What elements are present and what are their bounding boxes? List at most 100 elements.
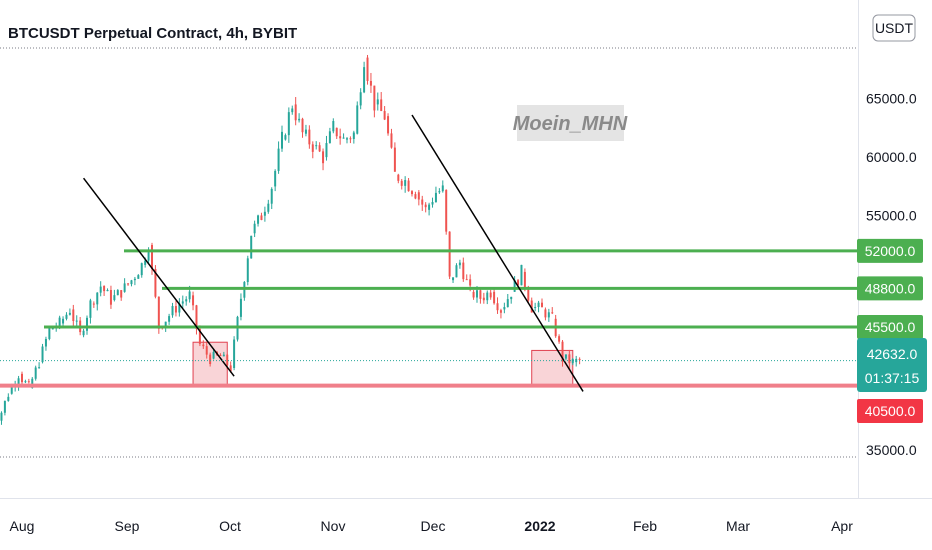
last-price-value: 42632.0 (867, 346, 918, 362)
level-badge-45500[interactable] (857, 314, 923, 339)
candle-body-90 (298, 118, 301, 121)
y-tick-label-0: 35000.0 (866, 442, 917, 458)
candle-body-135 (452, 277, 455, 281)
candle-body-128 (428, 204, 431, 210)
y-tick-label-1: 55000.0 (866, 208, 917, 224)
candle-body-151 (506, 299, 509, 308)
candle-body-35 (109, 289, 112, 305)
candle-body-46 (147, 252, 150, 261)
candle-body-144 (482, 297, 485, 301)
candle-body-122 (407, 180, 410, 192)
trendline-1[interactable] (82, 177, 235, 377)
candle-body-100 (332, 121, 335, 132)
candle-body-30 (92, 303, 95, 305)
candle-body-69 (226, 354, 229, 366)
candle-body-3 (0, 412, 3, 421)
candle-body-6 (10, 386, 13, 394)
candle-body-39 (123, 283, 126, 292)
candle-body-29 (89, 300, 92, 318)
candle-body-118 (393, 147, 396, 172)
candle-body-18 (51, 328, 54, 330)
candle-body-140 (469, 279, 472, 286)
candle-body-153 (513, 280, 516, 292)
candle-body-53 (171, 306, 174, 316)
x-tick-label-8: Apr (831, 518, 853, 534)
candle-body-169 (568, 354, 571, 364)
trendline-2[interactable] (411, 114, 584, 392)
candle-body-31 (96, 292, 99, 305)
candle-body-139 (465, 279, 468, 281)
candle-body-12 (31, 378, 34, 388)
candle-body-28 (85, 317, 88, 331)
candle-body-134 (448, 231, 451, 277)
candle-body-41 (130, 280, 133, 285)
candle-body-146 (489, 292, 492, 298)
candle-body-112 (373, 85, 376, 111)
candle-body-74 (243, 282, 246, 298)
candle-body-137 (458, 262, 461, 266)
candle-body-155 (520, 264, 523, 286)
x-tick-label-1: Sep (115, 518, 140, 534)
candle-body-131 (438, 191, 441, 193)
level-badge-52000[interactable] (857, 238, 923, 263)
candle-body-136 (455, 265, 458, 278)
candle-body-132 (441, 185, 444, 192)
candle-body-121 (404, 180, 407, 186)
candle-body-13 (34, 367, 37, 379)
candle-body-80 (263, 211, 266, 216)
candle-body-89 (294, 104, 297, 121)
candle-body-120 (400, 180, 403, 186)
candle-body-133 (445, 189, 448, 232)
candle-body-158 (530, 300, 533, 313)
currency-button-label[interactable]: USDT (875, 20, 914, 36)
last-price-badge[interactable] (857, 338, 927, 392)
candle-body-9 (21, 373, 23, 383)
candle-body-109 (363, 67, 366, 93)
candle-body-65 (212, 351, 215, 359)
candle-body-87 (287, 112, 290, 136)
level-badge-40500[interactable] (857, 399, 923, 423)
candle-body-55 (178, 303, 181, 313)
chart-title: BTCUSDT Perpetual Contract, 4h, BYBIT (8, 25, 297, 42)
candle-body-82 (270, 188, 273, 204)
candle-body-40 (127, 283, 130, 285)
candle-body-97 (322, 151, 325, 164)
candle-body-93 (308, 129, 311, 145)
level-badge-label-48800: 48800.0 (865, 280, 916, 296)
candle-body-145 (486, 292, 489, 301)
candle-body-47 (150, 244, 153, 269)
candle-body-76 (250, 235, 253, 259)
candle-body-51 (164, 321, 167, 329)
candle-body-167 (561, 341, 564, 362)
candle-body-38 (120, 290, 123, 298)
level-badge-label-52000: 52000.0 (865, 243, 916, 259)
candle-body-114 (380, 99, 383, 111)
level-badge-label-40500: 40500.0 (865, 403, 916, 419)
candle-body-161 (540, 302, 543, 308)
candle-body-150 (503, 307, 506, 310)
x-tick-label-0: Aug (10, 518, 35, 534)
candle-body-123 (410, 191, 413, 195)
candle-body-15 (41, 346, 44, 363)
candle-body-170 (571, 359, 574, 364)
currency-button-bg[interactable] (872, 14, 916, 42)
candle-body-130 (434, 192, 437, 203)
candle-body-103 (342, 137, 345, 139)
candle-body-92 (304, 129, 307, 134)
candle-body-113 (376, 99, 379, 105)
candle-body-159 (534, 307, 537, 309)
candle-body-164 (551, 312, 554, 314)
candle-body-20 (58, 317, 61, 327)
candle-body-96 (318, 145, 321, 152)
candle-body-156 (523, 271, 526, 288)
candle-body-10 (24, 381, 27, 383)
candle-body-88 (291, 108, 294, 113)
y-tick-label-3: 65000.0 (866, 91, 917, 107)
candle-body-23 (68, 312, 71, 315)
candle-body-129 (431, 202, 434, 205)
candle-body-14 (38, 367, 41, 369)
level-badge-48800[interactable] (857, 276, 923, 301)
candle-body-33 (103, 285, 106, 292)
candle-body-54 (174, 306, 177, 313)
